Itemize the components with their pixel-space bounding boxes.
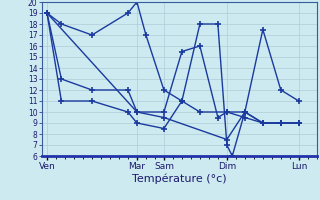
X-axis label: Température (°c): Température (°c) (132, 173, 227, 184)
